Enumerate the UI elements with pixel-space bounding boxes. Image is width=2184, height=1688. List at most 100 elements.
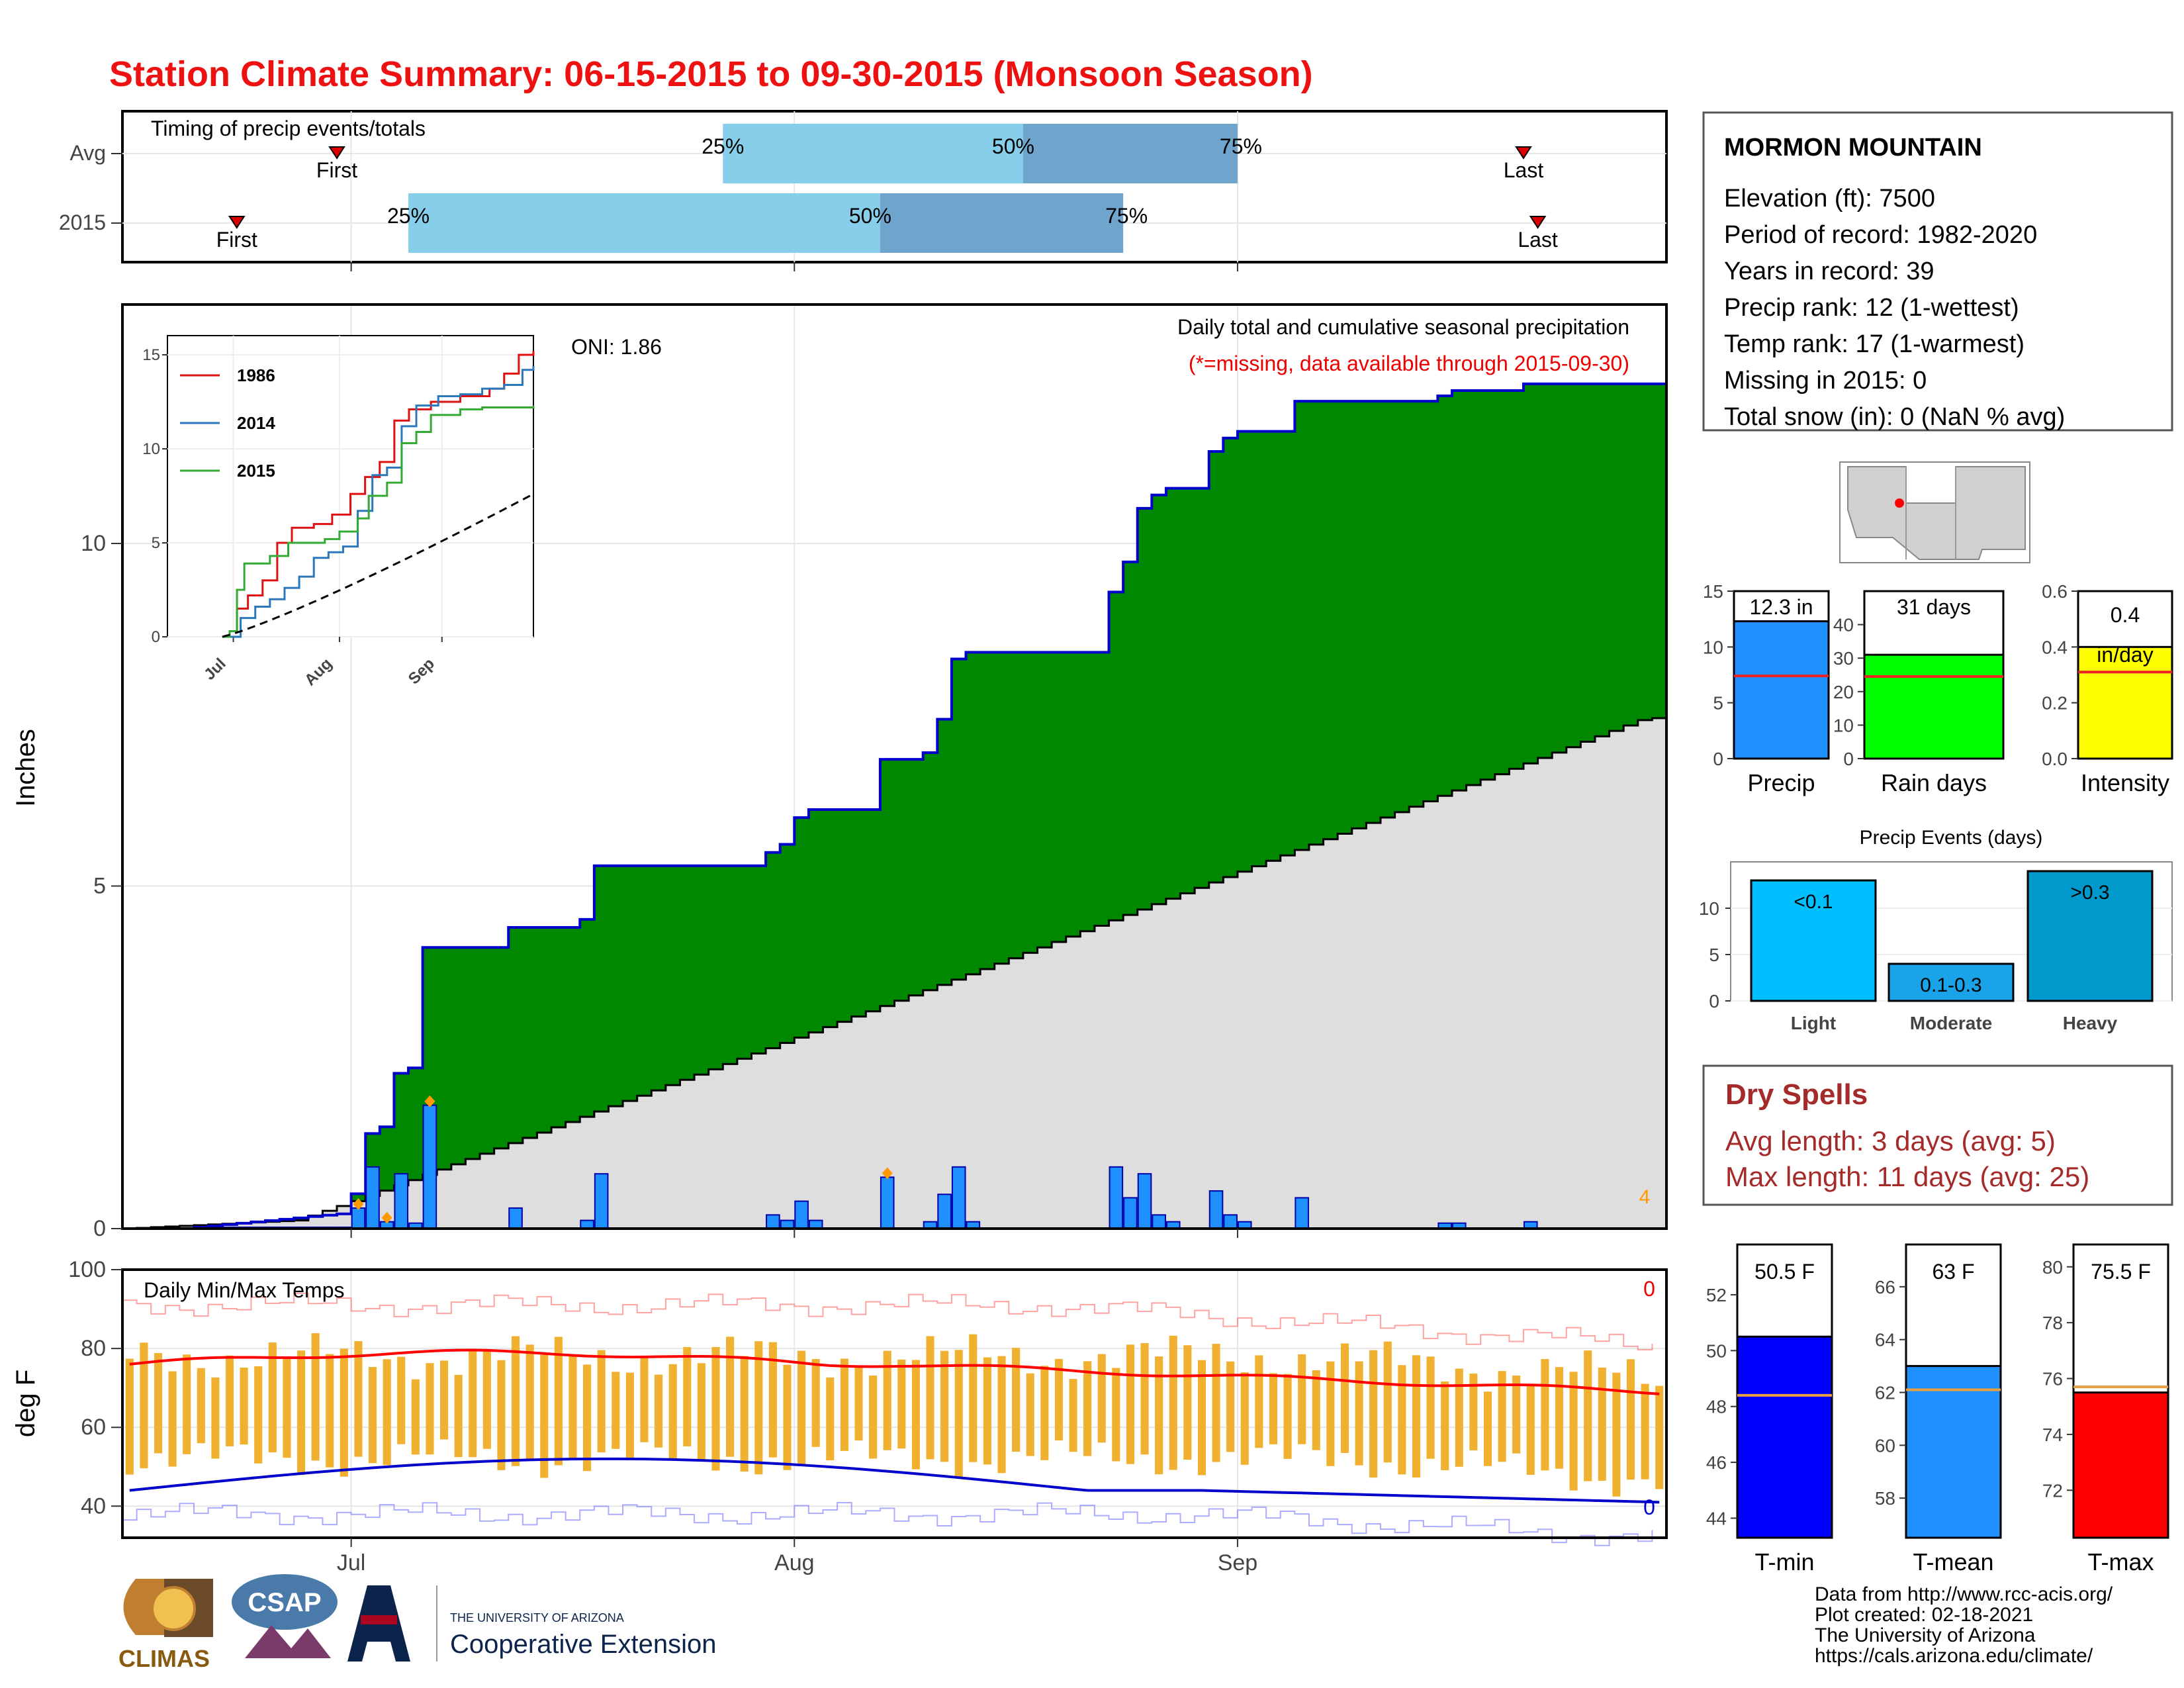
- credit-line: The University of Arizona: [1815, 1624, 2036, 1646]
- station-info-line: Total snow (in): 0 (NaN % avg): [1724, 403, 2065, 431]
- daily-temp-range-bar: [197, 1368, 205, 1444]
- record-marker: [353, 1197, 364, 1210]
- daily-precip-bar: [1295, 1197, 1309, 1230]
- rain-days-summary-bar: 0 10 20 30 40 31 days Rain days: [1833, 590, 2005, 796]
- credit-line: Data from http://www.rcc-acis.org/: [1815, 1583, 2113, 1605]
- daily-temp-range-bar: [1426, 1356, 1435, 1459]
- y-tick-label: 80: [81, 1336, 106, 1361]
- daily-temp-range-bar: [1598, 1367, 1606, 1481]
- unit-label: in/day: [2097, 643, 2153, 667]
- event-bar-label: 0.1-0.3: [1920, 974, 1981, 996]
- timing-bar-50-75: [880, 193, 1124, 253]
- value-label: 31 days: [1897, 595, 1971, 619]
- daily-precip-bar: [794, 1200, 809, 1229]
- tmax-summary-bar: 72 74 76 78 80 75.5 F T-max: [2042, 1243, 2169, 1575]
- daily-temp-range-bar: [1483, 1391, 1492, 1466]
- daily-temp-range-bar: [754, 1341, 763, 1475]
- daily-temp-range-bar: [1026, 1373, 1034, 1456]
- daily-precip-bar: [394, 1173, 409, 1229]
- daily-temp-range-bar: [1097, 1354, 1106, 1443]
- daily-temp-range-bar: [368, 1367, 377, 1464]
- timing-bar-50-75: [1023, 124, 1238, 183]
- daily-temp-range-bar: [1340, 1343, 1349, 1453]
- climas-sun-icon: [151, 1586, 196, 1631]
- daily-temp-range-bar: [940, 1350, 949, 1462]
- daily-temp-range-bar: [826, 1377, 835, 1461]
- daily-temp-range-bar: [797, 1350, 806, 1464]
- bar-category-label: T-max: [2087, 1548, 2154, 1575]
- value-label: 12.3 in: [1749, 595, 1813, 619]
- daily-temp-range-bar: [740, 1356, 749, 1472]
- daily-temp-range-bar: [697, 1363, 705, 1460]
- daily-temp-range-bar: [1383, 1341, 1392, 1463]
- y-tick-label: 66: [1875, 1277, 1895, 1297]
- daily-temp-range-bar: [1226, 1361, 1235, 1452]
- y-tick-label: 40: [81, 1493, 106, 1519]
- daily-temp-range-bar: [168, 1371, 177, 1467]
- ua-big-text: Cooperative Extension: [450, 1630, 716, 1659]
- daily-temp-range-bar: [683, 1347, 692, 1446]
- locator-map: [1839, 461, 2030, 563]
- station-location-marker: [1895, 498, 1904, 508]
- daily-temp-range-bar: [1498, 1371, 1506, 1462]
- daily-precip-bar: [1137, 1173, 1152, 1229]
- timing-marker: [228, 216, 246, 229]
- daily-temp-range-bar: [1083, 1361, 1092, 1456]
- credit-line: https://cals.arizona.edu/climate/: [1815, 1645, 2093, 1667]
- y-tick-label: 40: [1833, 615, 1854, 635]
- inset-line-1986: [222, 351, 535, 638]
- event-bar-label: >0.3: [2070, 882, 2109, 904]
- inset-y-tick: 5: [152, 534, 160, 552]
- record-marker: [381, 1211, 392, 1224]
- climas-logo-text: CLIMAS: [118, 1645, 210, 1672]
- daily-precip-bar: [594, 1173, 609, 1229]
- y-tick-label: 0.2: [2042, 693, 2068, 714]
- dry-spells-title: Dry Spells: [1725, 1078, 1868, 1111]
- daily-temp-range-bar: [711, 1346, 720, 1471]
- daily-temp-range-bar: [296, 1350, 306, 1476]
- daily-temp-range-bar: [1512, 1375, 1521, 1454]
- daily-temp-range-bar: [326, 1354, 334, 1468]
- legend-label: 2014: [237, 413, 275, 433]
- dry-spells-max: Max length: 11 days (avg: 25): [1725, 1161, 2089, 1192]
- daily-precip-bar: [1109, 1166, 1124, 1229]
- dry-spells-frame: [1702, 1064, 2173, 1206]
- y-tick-label: 5: [93, 874, 106, 899]
- y-tick-label: 48: [1706, 1397, 1727, 1417]
- map-region: [1847, 466, 2026, 560]
- q25-label: 25%: [702, 134, 744, 158]
- daily-precip-bar: [1208, 1190, 1224, 1229]
- daily-temp-range-bar: [1169, 1335, 1177, 1470]
- daily-temp-range-bar: [1655, 1385, 1664, 1489]
- dry-spells-box: Dry Spells Avg length: 3 days (avg: 5) Max…: [1702, 1064, 2173, 1206]
- record-marker: [882, 1167, 893, 1180]
- y-tick-label: 100: [68, 1257, 106, 1282]
- daily-temp-range-bar: [1197, 1360, 1206, 1476]
- credit-line: Plot created: 02-18-2021: [1815, 1604, 2033, 1626]
- daily-temp-range-bar: [240, 1367, 248, 1445]
- daily-temp-range-bar: [383, 1359, 391, 1466]
- footer-credits: Data from http://www.rcc-acis.org/Plot c…: [1815, 1583, 2113, 1667]
- timing-panel-title: Timing of precip events/totals: [151, 117, 426, 140]
- daily-temp-range-bar: [140, 1342, 148, 1469]
- temp-panel-title: Daily Min/Max Temps: [144, 1278, 344, 1302]
- y-tick-label: 10: [81, 531, 106, 556]
- daily-temp-range-bar: [854, 1367, 863, 1441]
- y-tick-label: 58: [1875, 1488, 1895, 1509]
- daily-temp-range-bar: [969, 1334, 978, 1462]
- value-bar: [1905, 1365, 2002, 1539]
- legend-label: 1986: [237, 365, 275, 385]
- daily-temp-range-bar: [525, 1344, 534, 1460]
- daily-temp-range-bar: [1283, 1374, 1292, 1459]
- value-label: 75.5 F: [2091, 1260, 2151, 1284]
- daily-temp-range-bar: [1441, 1382, 1449, 1471]
- daily-temp-range-bar: [1312, 1370, 1320, 1450]
- y-tick-label: 5: [1713, 693, 1723, 714]
- dry-spells-avg: Avg length: 3 days (avg: 5): [1725, 1125, 2056, 1156]
- y-tick-label: 46: [1706, 1452, 1727, 1473]
- daily-temp-range-bar: [1455, 1368, 1463, 1467]
- daily-temp-range-bar: [1012, 1348, 1021, 1452]
- value-label: 0.4: [2111, 603, 2140, 627]
- daily-temp-range-bar: [1140, 1343, 1149, 1455]
